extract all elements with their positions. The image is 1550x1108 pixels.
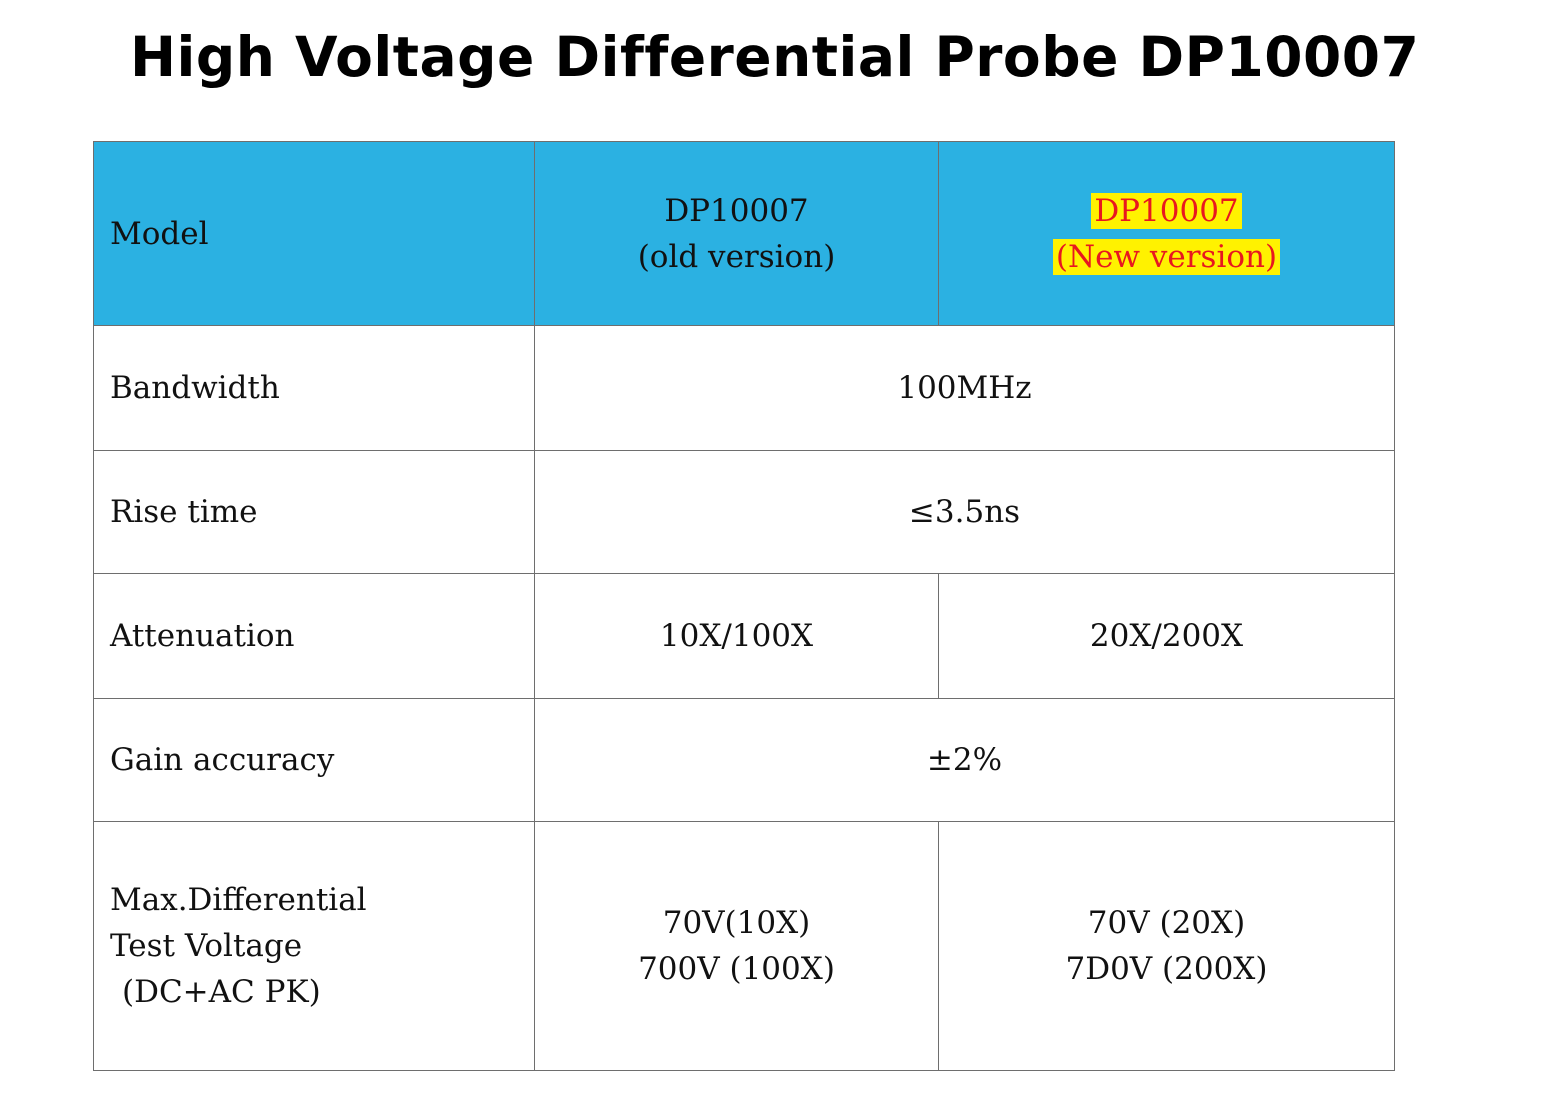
model-label: Model bbox=[110, 215, 209, 252]
header-label-cell: Model bbox=[93, 141, 535, 326]
table-row: Gain accuracy ±2% bbox=[93, 698, 1395, 822]
attenuation-new-value: 20X/200X bbox=[938, 573, 1395, 699]
max-voltage-label-line: Max.Differential bbox=[110, 882, 367, 918]
spec-table: Model DP10007 (old version) DP10007 (New… bbox=[93, 141, 1395, 1071]
gain-accuracy-label: Gain accuracy bbox=[93, 698, 535, 822]
attenuation-label: Attenuation bbox=[93, 573, 535, 699]
attenuation-old-value: 10X/100X bbox=[534, 573, 939, 699]
old-version-label: (old version) bbox=[637, 238, 836, 275]
max-voltage-old-cell: 70V(10X) 700V (100X) bbox=[534, 821, 939, 1071]
table-row: Max.Differential Test Voltage (DC+AC PK)… bbox=[93, 821, 1395, 1071]
max-voltage-label-line: Test Voltage bbox=[110, 928, 303, 964]
bandwidth-label: Bandwidth bbox=[93, 325, 535, 451]
table-row: Bandwidth 100MHz bbox=[93, 325, 1395, 451]
rise-time-label: Rise time bbox=[93, 450, 535, 574]
old-version-header-cell: DP10007 (old version) bbox=[534, 141, 939, 326]
max-voltage-new-cell: 70V (20X) 7D0V (200X) bbox=[938, 821, 1395, 1071]
table-row: Rise time ≤3.5ns bbox=[93, 450, 1395, 574]
max-voltage-old-line: 700V (100X) bbox=[638, 951, 835, 987]
max-voltage-old-line: 70V(10X) bbox=[662, 905, 811, 941]
new-version-header-cell: DP10007 (New version) bbox=[938, 141, 1395, 326]
max-voltage-new-line: 70V (20X) bbox=[1087, 905, 1246, 941]
old-model-name: DP10007 bbox=[664, 192, 809, 229]
table-row: Attenuation 10X/100X 20X/200X bbox=[93, 573, 1395, 699]
new-version-label: (New version) bbox=[1052, 238, 1281, 275]
max-voltage-label-line: (DC+AC PK) bbox=[122, 974, 321, 1010]
max-voltage-new-line: 7D0V (200X) bbox=[1065, 951, 1268, 987]
rise-time-value: ≤3.5ns bbox=[534, 450, 1395, 574]
gain-accuracy-value: ±2% bbox=[534, 698, 1395, 822]
page-title: High Voltage Differential Probe DP10007 bbox=[130, 25, 1420, 89]
new-model-name: DP10007 bbox=[1091, 192, 1242, 229]
max-voltage-label-cell: Max.Differential Test Voltage (DC+AC PK) bbox=[93, 821, 535, 1071]
header-row: Model DP10007 (old version) DP10007 (New… bbox=[93, 141, 1395, 326]
bandwidth-value: 100MHz bbox=[534, 325, 1395, 451]
